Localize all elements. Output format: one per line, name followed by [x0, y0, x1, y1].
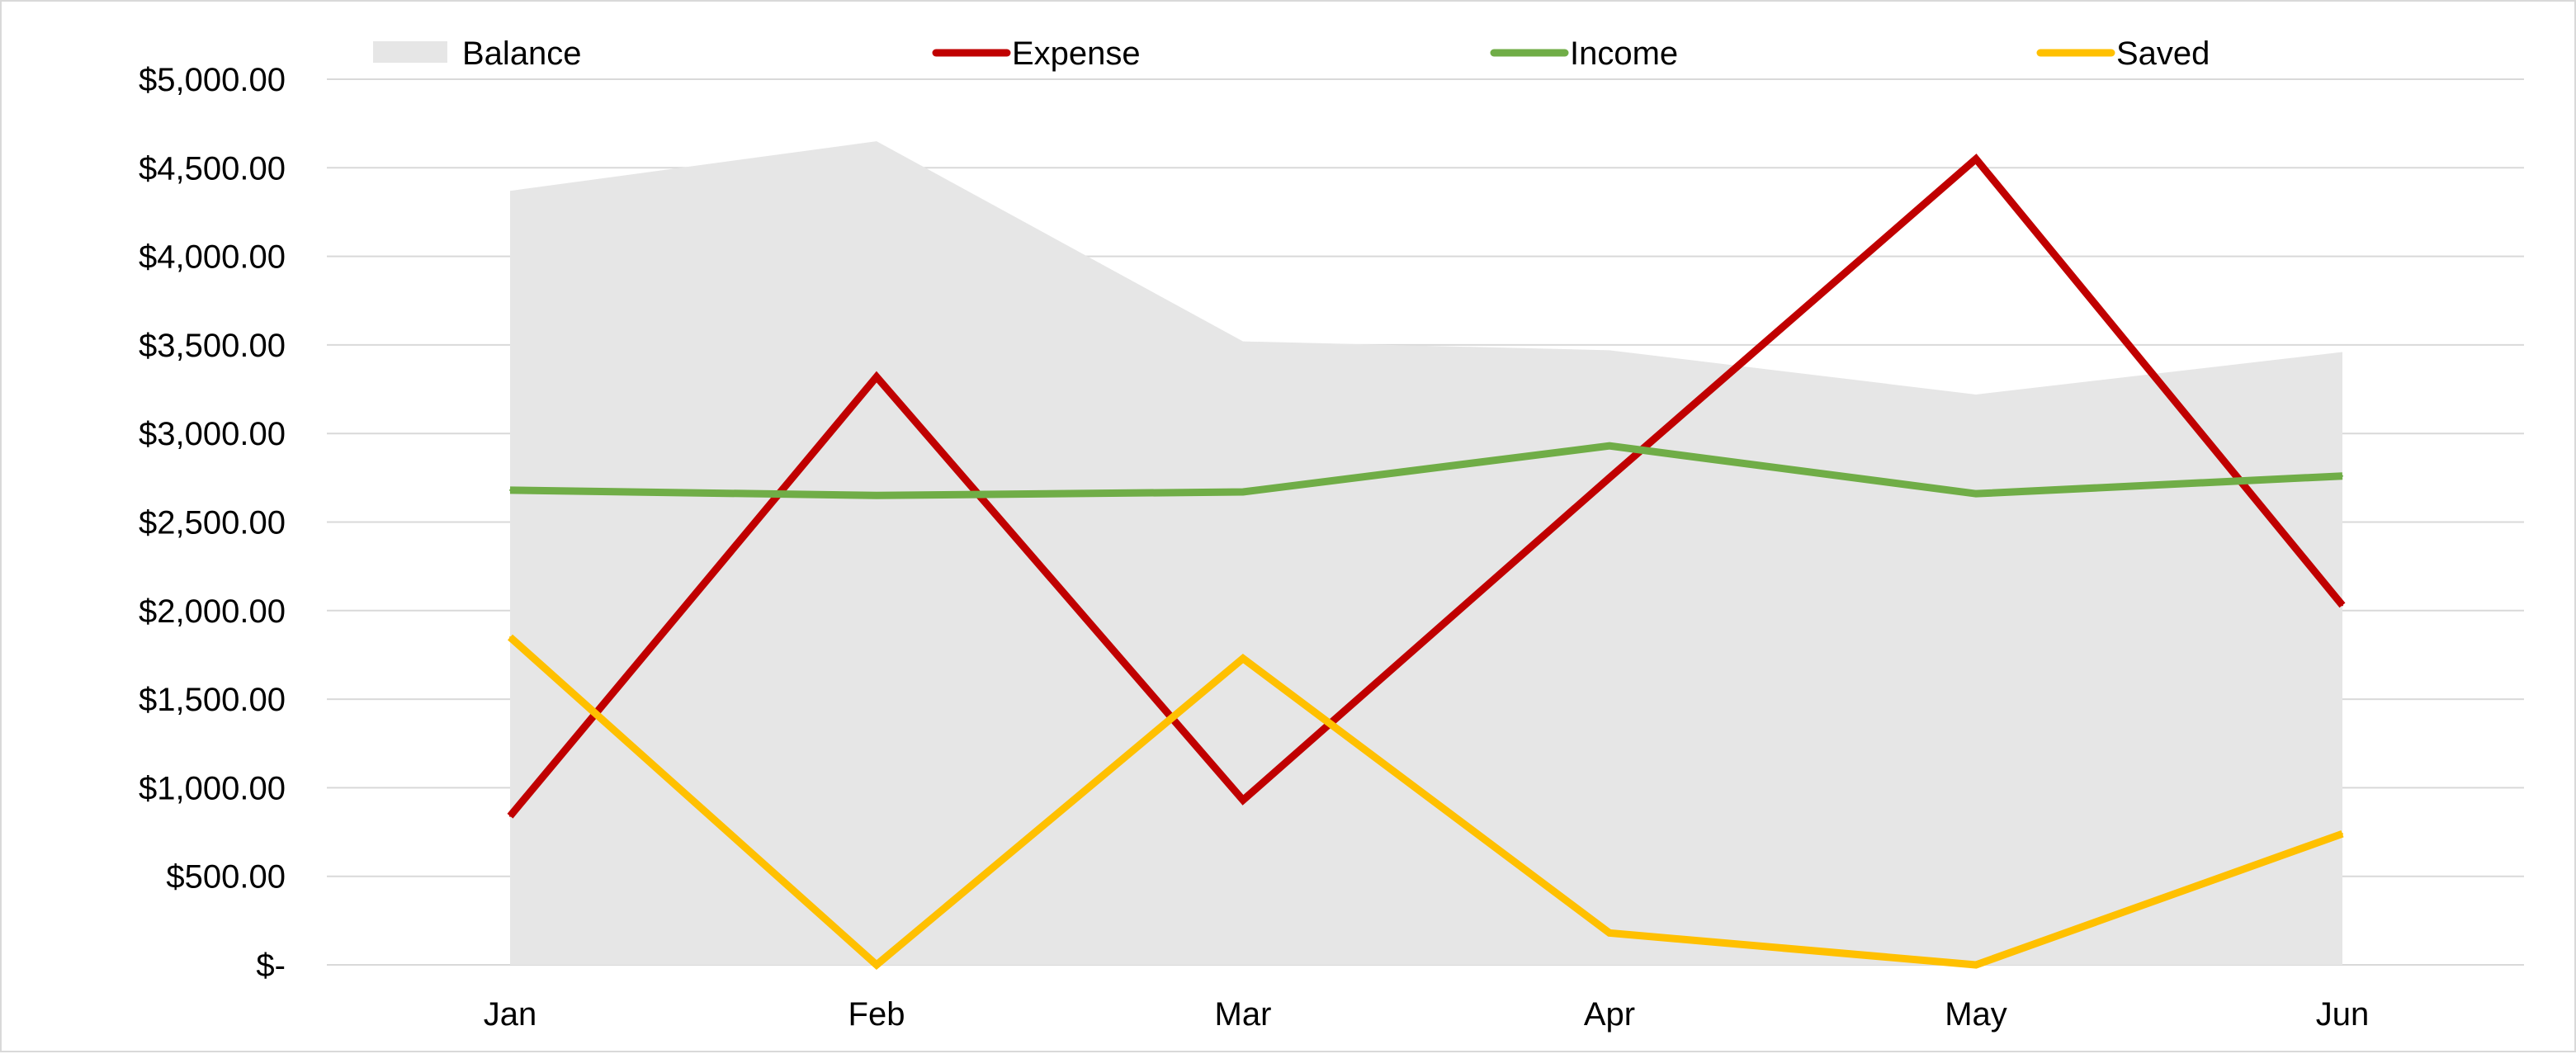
y-tick-label: $-	[256, 948, 286, 984]
data-point-expense	[509, 815, 511, 817]
y-tick-label: $2,000.00	[139, 593, 286, 630]
data-point-saved	[1609, 932, 1610, 934]
series-line-income	[509, 442, 2343, 499]
x-tick-label: Apr	[1584, 996, 1635, 1033]
legend-label: Saved	[2116, 35, 2210, 72]
data-point-saved	[1242, 657, 1244, 659]
area-series-layer	[510, 141, 2342, 966]
x-tick-label: Jun	[2316, 996, 2370, 1033]
y-tick-label: $1,000.00	[139, 770, 286, 806]
legend: Balance Expense Income Saved	[373, 35, 2210, 72]
data-point-income	[1975, 493, 1977, 495]
data-point-saved	[509, 636, 511, 638]
series-area-balance	[510, 141, 2342, 966]
data-point-expense	[2342, 604, 2343, 607]
y-tick-label: $5,000.00	[139, 62, 286, 98]
legend-label: Income	[1570, 35, 1678, 72]
y-tick-label: $3,500.00	[139, 328, 286, 364]
x-tick-label: May	[1945, 996, 2007, 1033]
data-point-expense	[876, 376, 877, 378]
line-series-layer	[507, 154, 2346, 970]
y-tick-label: $1,500.00	[139, 682, 286, 718]
data-point-saved	[1975, 964, 1977, 966]
data-point-income	[1242, 491, 1244, 494]
y-tick-label: $3,000.00	[139, 416, 286, 452]
axis-labels: $- $500.00 $1,000.00 $1,500.00 $2,000.00 $2,5…	[139, 62, 2369, 1033]
data-point-expense	[1975, 158, 1977, 160]
y-tick-label: $4,500.00	[139, 150, 286, 187]
x-tick-label: Feb	[848, 996, 905, 1033]
series-line-saved	[508, 634, 2344, 970]
series-line-expense	[507, 154, 2346, 819]
data-point-income	[1609, 445, 1610, 447]
y-tick-label: $2,500.00	[139, 505, 286, 541]
data-point-saved	[876, 964, 877, 966]
y-tick-label: $500.00	[166, 859, 286, 896]
legend-label: Balance	[462, 35, 582, 72]
data-point-expense	[1242, 799, 1244, 801]
data-point-income	[509, 489, 511, 491]
data-point-income	[876, 494, 877, 497]
legend-swatch	[373, 41, 447, 63]
legend-label: Expense	[1012, 35, 1141, 72]
data-point-saved	[2342, 833, 2343, 835]
data-point-expense	[1609, 476, 1610, 479]
data-point-income	[2342, 475, 2343, 477]
x-tick-label: Mar	[1215, 996, 1272, 1033]
x-tick-label: Jan	[484, 996, 537, 1033]
y-tick-label: $4,000.00	[139, 239, 286, 276]
